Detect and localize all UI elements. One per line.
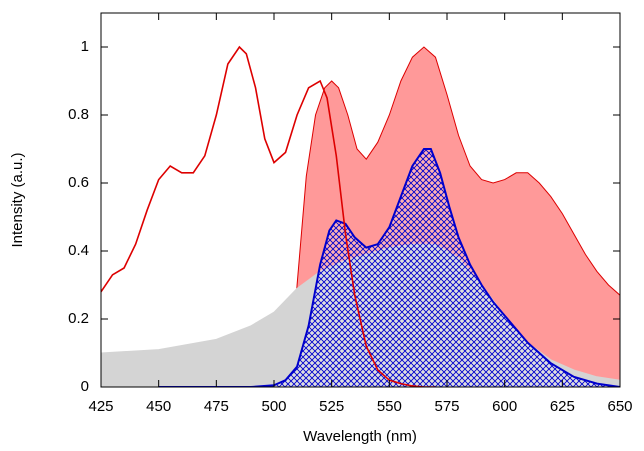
plot-area [101,45,620,387]
line [101,45,436,387]
x-tick-label: 475 [204,398,229,415]
y-tick-label: 0.2 [68,310,89,327]
x-tick-label: 500 [261,398,286,415]
y-tick-label: 0 [81,378,89,395]
y-tick-label: 0.4 [68,242,89,259]
y-tick-label: 1 [81,38,89,55]
x-tick-label: 625 [550,398,575,415]
x-tick-label: 450 [146,398,171,415]
y-axis-label: Intensity (a.u.) [9,152,26,247]
area-edge [289,46,620,387]
x-tick-label: 650 [607,398,632,415]
y-tick-label: 0.6 [68,174,89,191]
y-tick-label: 0.8 [68,106,89,123]
x-tick-label: 425 [88,398,113,415]
x-tick-label: 525 [319,398,344,415]
area [158,149,620,387]
frame [100,12,621,388]
x-axis-label: Wavelength (nm) [303,428,417,445]
x-tick-label: 600 [492,398,517,415]
x-tick-label: 575 [434,398,459,415]
x-tick-label: 550 [377,398,402,415]
area-edge [158,148,620,387]
